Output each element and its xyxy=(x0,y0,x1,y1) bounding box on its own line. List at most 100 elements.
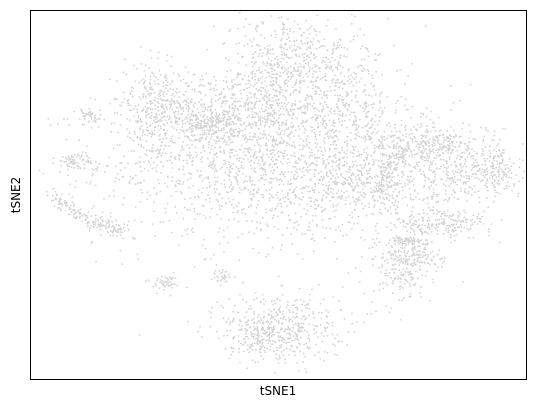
scatter-point xyxy=(128,182,131,185)
scatter-point xyxy=(210,112,213,114)
scatter-point xyxy=(189,120,192,122)
scatter-point xyxy=(340,81,343,84)
scatter-point xyxy=(406,280,409,283)
scatter-point xyxy=(309,47,312,50)
scatter-point xyxy=(497,156,500,158)
scatter-point xyxy=(253,75,256,78)
scatter-point xyxy=(420,230,422,233)
scatter-point xyxy=(370,82,373,85)
scatter-point xyxy=(324,330,327,332)
scatter-point xyxy=(486,178,489,181)
scatter-point xyxy=(306,97,308,100)
scatter-point xyxy=(393,277,396,280)
scatter-point xyxy=(433,212,435,215)
scatter-point xyxy=(354,175,357,178)
scatter-point xyxy=(510,165,513,168)
scatter-point xyxy=(417,250,420,253)
scatter-point xyxy=(296,171,298,174)
scatter-point xyxy=(254,333,256,336)
scatter-point xyxy=(210,119,212,121)
scatter-point xyxy=(250,149,253,151)
scatter-point xyxy=(331,124,334,127)
scatter-point xyxy=(242,208,245,210)
scatter-point xyxy=(271,48,274,51)
scatter-point xyxy=(491,165,493,168)
scatter-point xyxy=(322,194,325,197)
scatter-point xyxy=(103,118,106,121)
scatter-point xyxy=(206,176,208,179)
scatter-point xyxy=(313,317,316,319)
scatter-point xyxy=(387,193,390,196)
scatter-point xyxy=(287,180,290,183)
scatter-point xyxy=(108,195,111,197)
scatter-point xyxy=(162,93,165,95)
scatter-point xyxy=(370,95,373,97)
scatter-point xyxy=(213,139,216,142)
scatter-point xyxy=(493,168,496,170)
scatter-point xyxy=(202,106,204,108)
scatter-point xyxy=(390,229,393,232)
scatter-point xyxy=(190,128,193,131)
scatter-point xyxy=(310,205,312,208)
scatter-point xyxy=(327,18,329,21)
scatter-point xyxy=(154,235,156,238)
scatter-point xyxy=(435,183,437,186)
scatter-point xyxy=(149,86,151,89)
scatter-point xyxy=(267,237,269,239)
scatter-point xyxy=(260,90,262,93)
scatter-point xyxy=(304,304,307,307)
scatter-point xyxy=(150,149,153,152)
scatter-point xyxy=(219,121,222,124)
scatter-point xyxy=(376,175,379,178)
scatter-point xyxy=(401,274,404,276)
scatter-point xyxy=(328,184,331,187)
scatter-point xyxy=(219,129,222,132)
scatter-point xyxy=(431,240,433,243)
scatter-point xyxy=(481,163,484,166)
scatter-point xyxy=(372,85,375,88)
scatter-point xyxy=(314,86,317,88)
scatter-point xyxy=(164,182,167,185)
scatter-point xyxy=(243,105,245,108)
scatter-point xyxy=(503,151,505,154)
scatter-point xyxy=(428,145,430,147)
scatter-point xyxy=(223,179,226,182)
scatter-point xyxy=(371,123,374,126)
scatter-point xyxy=(240,144,243,147)
scatter-point xyxy=(237,220,240,223)
scatter-point xyxy=(228,174,230,177)
scatter-point xyxy=(255,30,258,32)
scatter-point xyxy=(271,172,274,175)
scatter-point xyxy=(232,319,235,322)
scatter-point xyxy=(400,257,402,260)
scatter-point xyxy=(310,148,313,151)
scatter-point xyxy=(240,189,243,191)
scatter-point xyxy=(375,174,378,177)
scatter-point xyxy=(415,161,418,164)
scatter-point xyxy=(186,286,188,289)
scatter-point xyxy=(283,67,286,70)
scatter-point xyxy=(207,105,210,108)
scatter-point xyxy=(251,102,254,105)
scatter-point xyxy=(330,144,332,146)
scatter-point xyxy=(273,168,276,171)
scatter-point xyxy=(392,184,394,187)
scatter-point xyxy=(226,226,229,229)
scatter-point xyxy=(232,163,235,165)
scatter-point xyxy=(404,225,407,228)
scatter-point xyxy=(313,154,316,156)
scatter-point xyxy=(141,131,144,134)
scatter-point xyxy=(224,102,227,105)
scatter-point xyxy=(312,81,315,83)
scatter-point xyxy=(336,94,339,97)
scatter-point xyxy=(303,187,306,189)
scatter-point xyxy=(269,177,272,180)
scatter-point xyxy=(261,343,263,345)
scatter-point xyxy=(345,152,347,155)
scatter-point xyxy=(232,111,235,114)
scatter-point xyxy=(190,229,193,232)
scatter-point xyxy=(258,49,261,51)
scatter-point xyxy=(303,174,305,177)
scatter-point xyxy=(253,161,256,164)
scatter-point xyxy=(428,226,431,229)
